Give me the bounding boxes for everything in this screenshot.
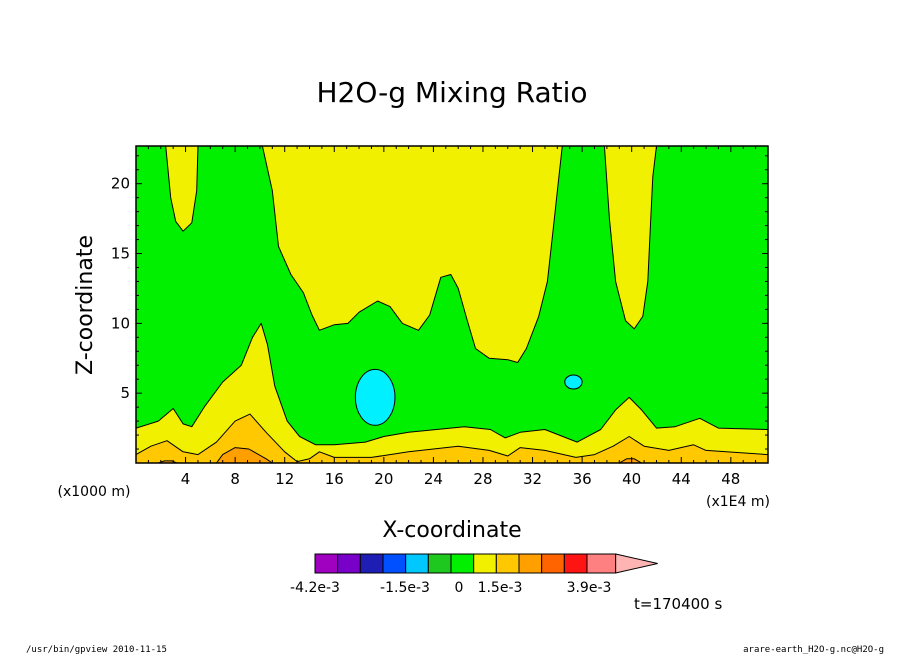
colorbar-swatch	[563, 553, 588, 574]
colorbar-label: -1.5e-3	[380, 580, 430, 596]
contour-region-yellow-upper-right	[603, 146, 657, 330]
colorbar-labels: -4.2e-3 -1.5e-3 0 1.5e-3 3.9e-3	[290, 580, 611, 596]
y-tick-label: 15	[111, 245, 130, 263]
x-tick-label: 44	[672, 470, 691, 488]
y-tick-label: 20	[111, 175, 130, 193]
colorbar-swatch	[450, 553, 475, 574]
x-tick-label: 32	[523, 470, 542, 488]
contour-cyan-blob-right	[564, 374, 583, 390]
colorbar-label: 3.9e-3	[567, 580, 612, 596]
colorbar-label: 0	[455, 580, 464, 596]
x-tick-label: 36	[573, 470, 592, 488]
colorbar-swatch	[405, 553, 429, 574]
x-tick-label: 4	[181, 470, 191, 488]
colorbar-label: -4.2e-3	[290, 580, 340, 596]
colorbar	[314, 553, 658, 574]
colorbar-swatch	[314, 553, 339, 574]
y-axis-label: Z-coordinate	[73, 235, 98, 375]
x-tick-label: 28	[473, 470, 492, 488]
contour-region-dark-orange-patch-right	[618, 458, 643, 463]
colorbar-swatch	[586, 553, 617, 574]
y-tick-label: 5	[120, 384, 130, 402]
x-unit-right: (x1E4 m)	[706, 494, 770, 510]
colorbar-swatch	[359, 553, 384, 574]
x-tick-label: 48	[721, 470, 740, 488]
colorbar-swatch	[473, 553, 497, 574]
x-tick-label: 16	[325, 470, 344, 488]
footer-left: /usr/bin/gpview 2010-11-15	[26, 645, 167, 654]
colorbar-swatch	[427, 553, 452, 574]
contour-region-dark-orange-patch	[216, 447, 273, 463]
x-tick-label: 40	[622, 470, 641, 488]
contour-region-orange-lower-band	[136, 413, 768, 463]
plot-frame	[135, 145, 769, 464]
colorbar-label: 1.5e-3	[478, 580, 523, 596]
x-axis-ticks: 4 8 12 16 20 24 28 32 36 40 44 48	[147, 146, 757, 488]
chart-title: H2O-g Mixing Ratio	[316, 76, 587, 109]
x-tick-label: 12	[275, 470, 294, 488]
colorbar-swatch	[337, 553, 361, 574]
x-tick-label: 8	[230, 470, 240, 488]
contour-cyan-blob-center	[354, 368, 396, 426]
y-tick-label: 10	[111, 314, 130, 332]
colorbar-swatch	[495, 553, 520, 574]
colorbar-extend-arrow	[615, 553, 658, 574]
x-axis-label: X-coordinate	[382, 518, 521, 543]
plot-area	[135, 145, 769, 464]
colorbar-swatch	[541, 553, 565, 574]
footer-right: arare-earth_H2O-g.nc@H2O-g	[743, 645, 884, 654]
time-label: t=170400 s	[634, 595, 722, 613]
y-axis-ticks: 5 10 15 20	[111, 155, 768, 450]
colorbar-swatch	[382, 553, 407, 574]
colorbar-swatch	[518, 553, 543, 574]
x-unit-left: (x1000 m)	[58, 484, 131, 500]
x-tick-label: 20	[374, 470, 393, 488]
contour-region-yellow-lower-band	[136, 322, 768, 463]
contour-region-yellow-upper-left	[165, 146, 199, 232]
contour-region-yellow-upper-center	[261, 146, 563, 363]
x-tick-label: 24	[424, 470, 443, 488]
